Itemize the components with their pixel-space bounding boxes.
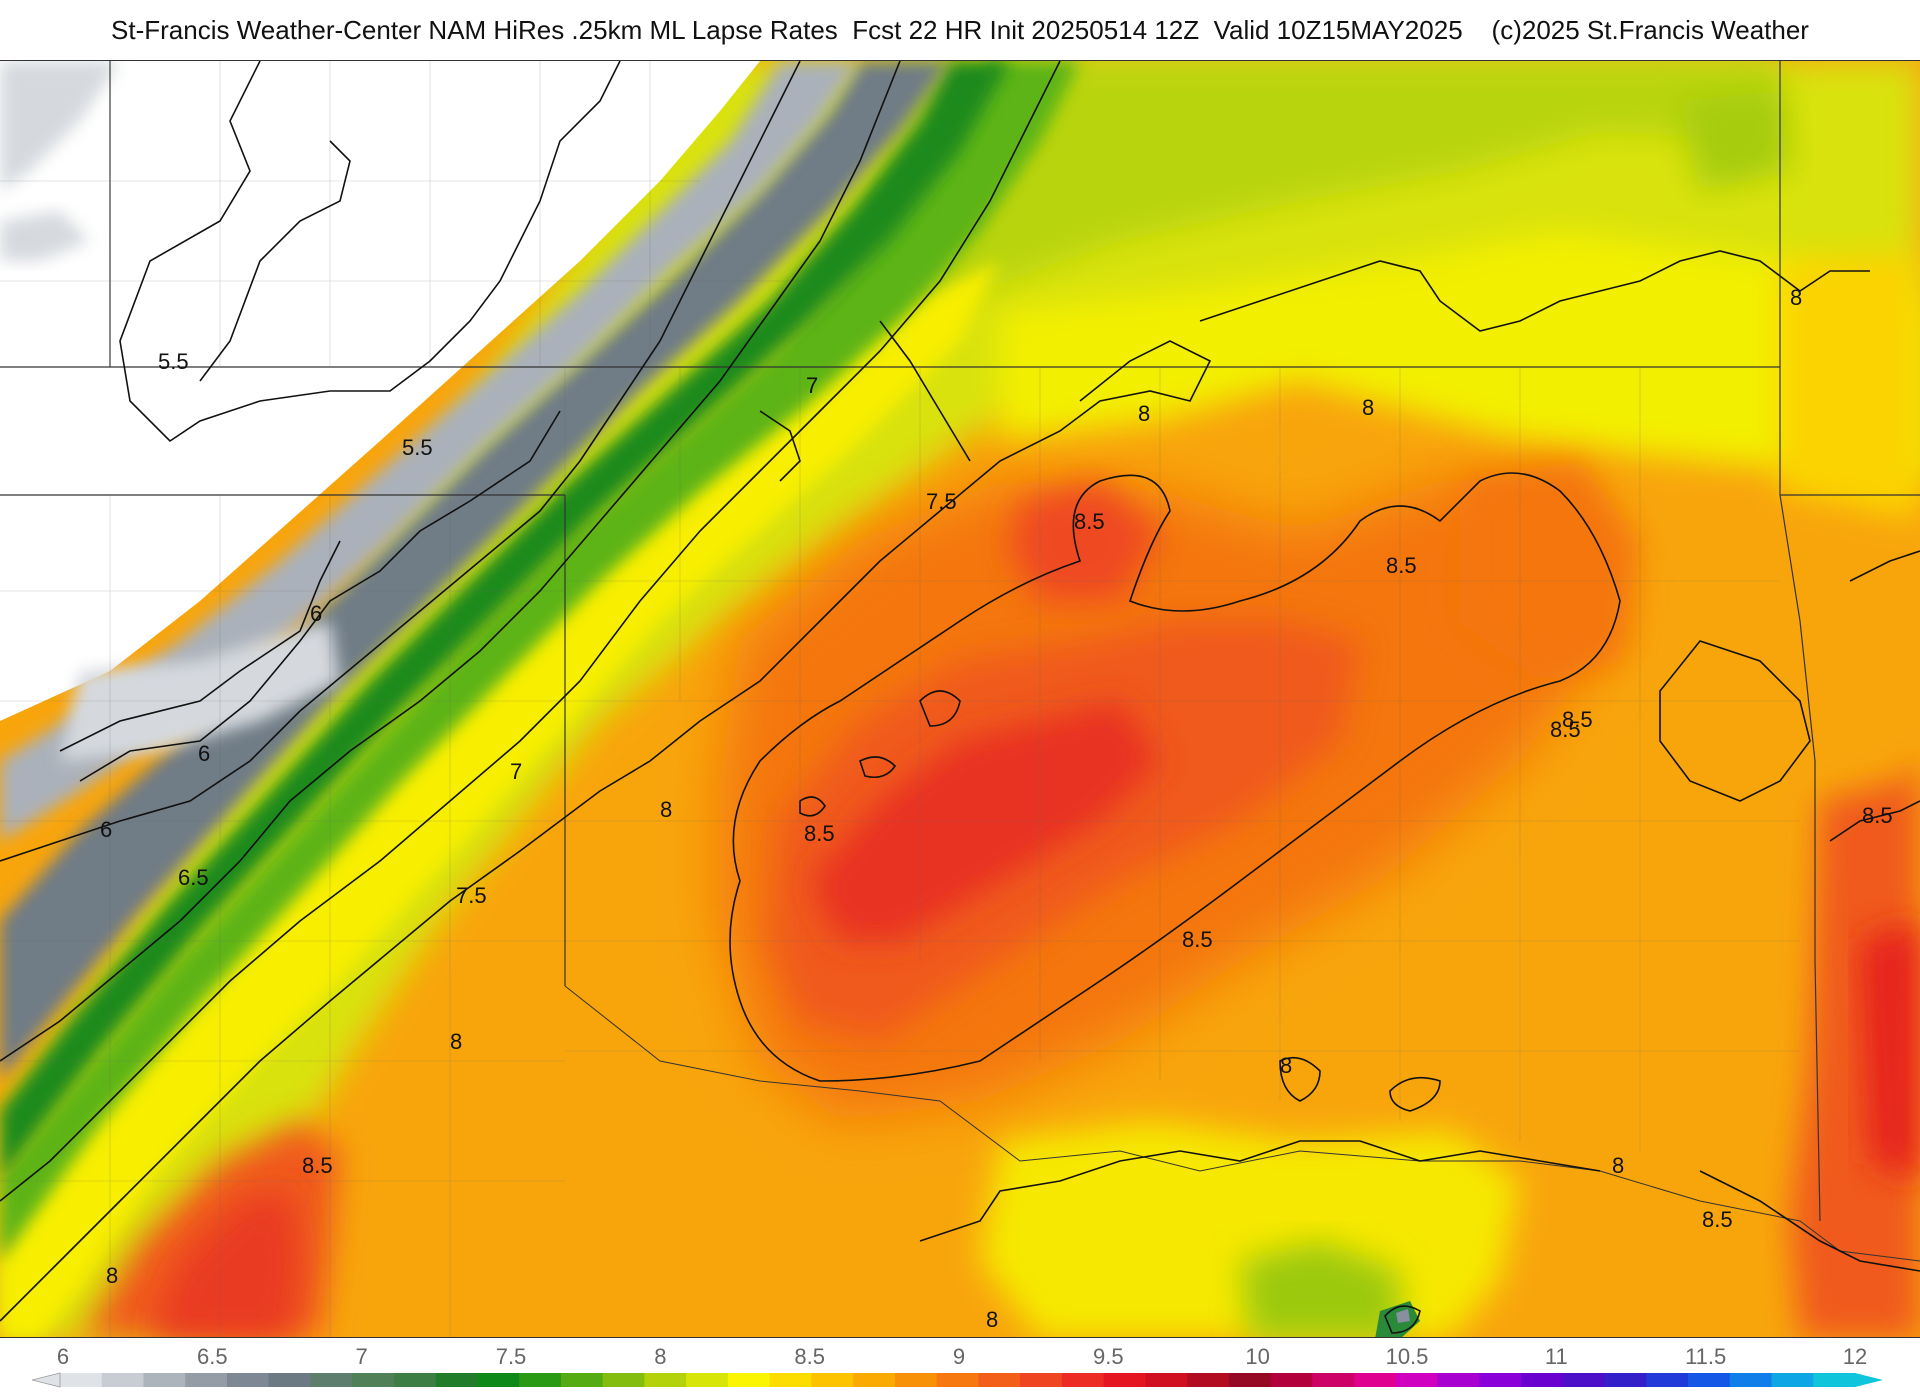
colorbar-swatch xyxy=(1771,1373,1814,1387)
colorbar-swatch xyxy=(1395,1373,1439,1387)
colorbar-swatch xyxy=(310,1373,353,1387)
tick-label: 10 xyxy=(1245,1344,1269,1369)
colorbar-swatch xyxy=(769,1373,812,1387)
contour-label: 8 xyxy=(1612,1153,1624,1178)
tick-label: 7 xyxy=(356,1344,368,1369)
contour-label: 5.5 xyxy=(158,349,189,374)
colorbar-swatch xyxy=(978,1373,1021,1387)
colorbar-swatch xyxy=(1312,1373,1355,1387)
colorbar-swatch xyxy=(1646,1373,1689,1387)
contour-label: 8.5 xyxy=(1074,509,1105,534)
contour-label: 7.5 xyxy=(456,883,487,908)
contour-label: 6 xyxy=(310,601,322,626)
colorbar-swatch xyxy=(1354,1373,1397,1387)
colorbar-swatch xyxy=(1688,1373,1731,1387)
colorbar-swatch xyxy=(1562,1373,1606,1387)
colorbar-swatch xyxy=(644,1373,687,1387)
colorbar-swatch xyxy=(185,1373,228,1387)
contour-label: 8.5 xyxy=(1702,1207,1733,1232)
tick-label: 9 xyxy=(953,1344,965,1369)
contour-label: 8 xyxy=(106,1263,118,1288)
tick-label: 11.5 xyxy=(1685,1344,1726,1369)
contour-labels: 5.5 5.5 6 6 6 6.5 7 7 7.5 7.5 8 8 8 8 8 … xyxy=(100,285,1893,1332)
tick-label: 11 xyxy=(1545,1344,1568,1369)
colorbar: 6 6.5 7 7.5 8 8.5 9 9.5 10 10.5 11 11.5 … xyxy=(0,1338,1920,1400)
contour-label: 8.5 xyxy=(302,1153,333,1178)
contour-label: 6.5 xyxy=(178,865,209,890)
county-grid xyxy=(0,61,1800,1337)
lapse-rate-shading xyxy=(0,61,1920,1337)
colorbar-swatch xyxy=(226,1373,270,1387)
contour-label: 8 xyxy=(1138,401,1150,426)
tick-label: 9.5 xyxy=(1093,1344,1124,1369)
contour-label: 8.5 xyxy=(804,821,835,846)
contour-label: 8.5 xyxy=(1862,803,1893,828)
colorbar-swatch xyxy=(936,1373,979,1387)
contour-label: 8 xyxy=(1280,1053,1292,1078)
contour-label: 8 xyxy=(660,797,672,822)
tick-label: 12 xyxy=(1843,1344,1867,1369)
contour-label: 8 xyxy=(986,1307,998,1332)
contour-label: 7 xyxy=(510,759,522,784)
colorbar-swatch xyxy=(1103,1373,1146,1387)
colorbar-swatch xyxy=(393,1373,437,1387)
colorbar-swatch xyxy=(60,1373,103,1387)
tick-label: 6.5 xyxy=(197,1344,228,1369)
colorbar-swatch xyxy=(1729,1373,1773,1387)
tick-label: 7.5 xyxy=(496,1344,527,1369)
colorbar-swatch xyxy=(1813,1373,1856,1387)
colorbar-swatch xyxy=(1187,1373,1230,1387)
contour-label: 8.5 xyxy=(1182,927,1213,952)
contour-label: 6 xyxy=(100,817,112,842)
colorbar-max-arrow xyxy=(1855,1373,1883,1387)
tick-label: 8.5 xyxy=(794,1344,825,1369)
boundary-lines xyxy=(0,61,1920,1262)
contour-label: 8.5 xyxy=(1386,553,1417,578)
colorbar-swatch xyxy=(727,1373,771,1387)
colorbar-swatch xyxy=(519,1373,562,1387)
colorbar-swatch xyxy=(1228,1373,1272,1387)
colorbar-ticks: 6 6.5 7 7.5 8 8.5 9 9.5 10 10.5 11 11.5 … xyxy=(57,1344,1867,1369)
colorbar-swatch xyxy=(477,1373,520,1387)
map-title: St-Francis Weather-Center NAM HiRes .25k… xyxy=(111,14,1809,45)
tick-label: 8 xyxy=(654,1344,666,1369)
colorbar-swatch xyxy=(1479,1373,1522,1387)
colorbar-min-arrow xyxy=(31,1372,61,1388)
contour-label: 7.5 xyxy=(926,489,957,514)
colorbar-swatch xyxy=(435,1373,478,1387)
colorbar-swatches xyxy=(31,1372,1883,1388)
colorbar-swatch xyxy=(352,1373,395,1387)
colorbar-swatch xyxy=(560,1373,604,1387)
colorbar-swatch xyxy=(811,1373,854,1387)
tick-label: 10.5 xyxy=(1386,1344,1429,1369)
colorbar-swatch xyxy=(1604,1373,1647,1387)
contour-label: 8 xyxy=(450,1029,462,1054)
colorbar-swatch xyxy=(1145,1373,1188,1387)
colorbar-swatch xyxy=(894,1373,938,1387)
colorbar-swatch xyxy=(853,1373,896,1387)
colorbar-swatch xyxy=(1437,1373,1480,1387)
contour-label: 8.5 xyxy=(1550,717,1581,742)
contour-label: 7 xyxy=(806,373,818,398)
colorbar-swatch xyxy=(686,1373,729,1387)
contour-label: 8.5 xyxy=(1562,707,1593,732)
contour-lines xyxy=(0,61,1920,1334)
colorbar-swatch xyxy=(143,1373,186,1387)
contour-label: 8 xyxy=(1362,395,1374,420)
colorbar-swatch xyxy=(1020,1373,1063,1387)
tick-label: 6 xyxy=(57,1344,69,1369)
colorbar-swatch xyxy=(1270,1373,1313,1387)
contour-label: 5.5 xyxy=(402,435,433,460)
colorbar-swatch xyxy=(268,1373,311,1387)
colorbar-swatch xyxy=(101,1373,144,1387)
lapse-rate-map: 5.5 5.5 6 6 6 6.5 7 7 7.5 7.5 8 8 8 8 8 … xyxy=(0,60,1920,1338)
contour-label: 6 xyxy=(198,741,210,766)
colorbar-swatch xyxy=(1521,1373,1564,1387)
colorbar-swatch xyxy=(602,1373,645,1387)
contour-label: 8 xyxy=(1790,285,1802,310)
colorbar-swatch xyxy=(1061,1373,1105,1387)
